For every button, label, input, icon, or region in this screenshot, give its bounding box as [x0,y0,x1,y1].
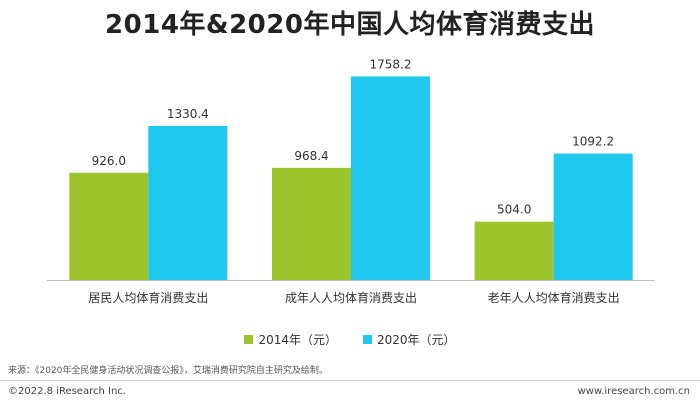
data-label: 504.0 [497,203,531,217]
legend-item: 2014年（元） [244,331,337,348]
x-tick-label: 居民人均体育消费支出 [88,290,208,305]
data-label: 968.4 [294,149,328,163]
data-label: 1758.2 [370,57,412,71]
bar-series2-3 [553,153,633,280]
bar-series1-1 [69,172,149,280]
legend-swatch [363,335,372,344]
data-label: 1330.4 [167,107,209,121]
footer-divider [0,380,700,381]
source-note: 来源：《2020年全民健身活动状况调查公报》，艾瑞消费研究院自主研究及绘制。 [8,366,328,376]
legend-swatch [244,335,254,344]
chart-legend: 2014年（元） 2020年（元） [0,331,700,348]
data-label: 926.0 [92,154,126,168]
data-label: 1092.2 [572,135,614,149]
x-tick-label: 成年人人均体育消费支出 [285,290,417,305]
bar-series1-3 [474,221,554,280]
legend-label: 2020年（元） [377,333,456,347]
x-tick-label: 老年人人均体育消费支出 [488,290,620,305]
chart-title: 2014年&2020年中国人均体育消费支出 [105,10,595,40]
website-text: www.iresearch.com.cn [577,386,690,397]
bar-chart: 926.0 1330.4 居民人均体育消费支出 968.4 1758.2 成年人人均体育消… [47,57,655,305]
bar-series2-1 [148,125,228,281]
bar-series1-2 [272,167,351,280]
legend-item: 2020年（元） [363,331,456,348]
bar-series2-2 [351,76,430,280]
legend-label: 2014年（元） [258,333,337,347]
copyright-text: ©2022.8 iResearch Inc. [8,386,126,397]
